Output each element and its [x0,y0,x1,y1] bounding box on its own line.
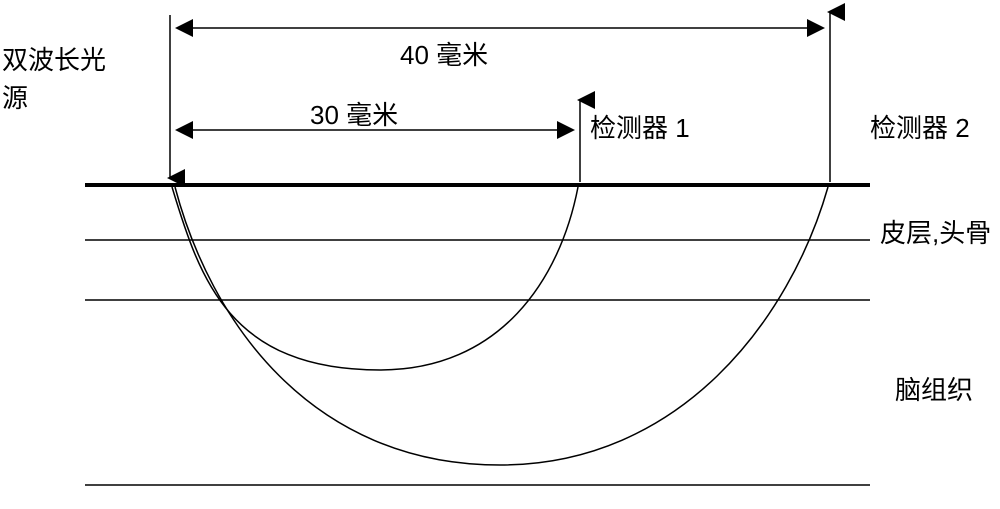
light-path-curve-2 [175,187,828,465]
diagram-container: 双波长光 源 40 毫米 30 毫米 检测器 1 检测器 2 皮层,头骨 脑组织 [0,0,1000,509]
light-path-curve-1 [172,187,578,370]
brain-tissue-label: 脑组织 [895,370,973,407]
distance-40mm-label: 40 毫米 [400,35,488,72]
cortex-skull-label: 皮层,头骨 [880,213,991,250]
source-label-line1: 双波长光 [2,40,106,77]
detector1-label: 检测器 1 [590,108,690,145]
source-label-line2: 源 [2,78,28,115]
distance-30mm-label: 30 毫米 [310,95,398,132]
diagram-svg [0,0,1000,509]
detector2-label: 检测器 2 [870,108,970,145]
